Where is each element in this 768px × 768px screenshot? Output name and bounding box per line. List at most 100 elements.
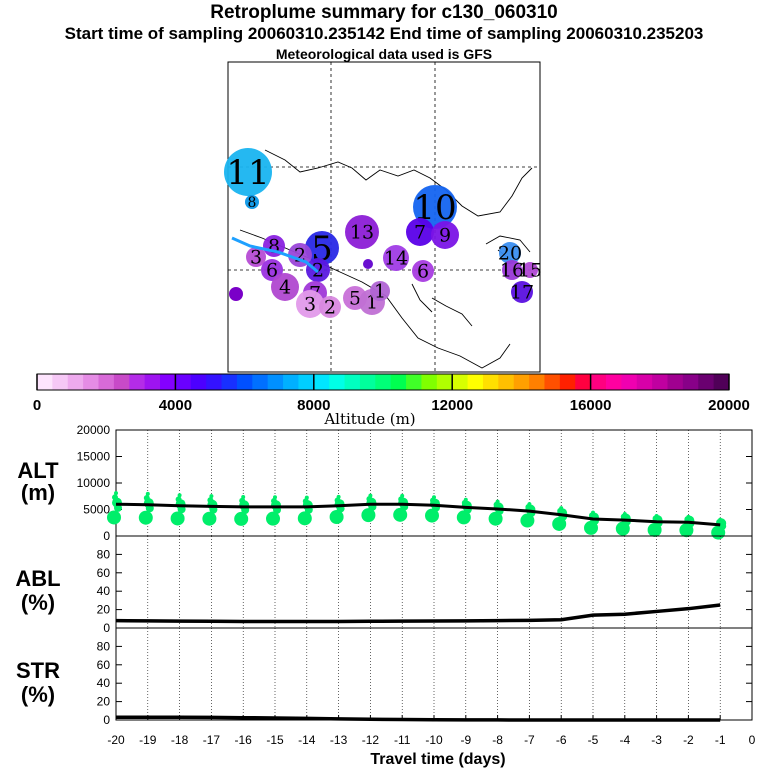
altitude-marker xyxy=(302,498,309,505)
colorbar-swatch xyxy=(83,374,100,390)
map-bubble-label: 6 xyxy=(417,261,429,283)
colorbar-swatch xyxy=(129,374,146,390)
colorbar-swatch xyxy=(575,374,592,390)
x-tick-label: -1 xyxy=(715,733,726,747)
x-tick-label: -20 xyxy=(107,733,125,747)
colorbar-swatch xyxy=(621,374,638,390)
colorbar-swatch xyxy=(436,374,453,390)
colorbar-swatch xyxy=(406,374,422,390)
colorbar-swatch xyxy=(682,374,699,390)
colorbar-swatch xyxy=(375,374,392,390)
map-bubble-label: 8 xyxy=(268,236,280,258)
colorbar-swatch xyxy=(52,374,69,390)
colorbar-swatch xyxy=(344,374,361,390)
colorbar-swatch xyxy=(713,374,730,390)
colorbar-swatch xyxy=(283,374,299,390)
panel-ylabel-unit: (%) xyxy=(21,682,55,707)
x-tick-label: -12 xyxy=(362,733,380,747)
altitude-marker xyxy=(234,511,249,526)
colorbar-tick-label: 4000 xyxy=(159,397,192,414)
altitude-marker xyxy=(273,495,277,500)
colorbar-swatch xyxy=(160,374,176,390)
colorbar-swatch xyxy=(498,374,515,390)
map-bubble-label: 17 xyxy=(510,282,534,304)
altitude-marker xyxy=(400,493,405,498)
altitude-marker xyxy=(425,508,439,523)
map-bubble-label: 14 xyxy=(384,248,408,270)
altitude-marker xyxy=(175,496,182,503)
map-bubble xyxy=(319,296,341,318)
panel-ylabel: ALT xyxy=(17,458,59,483)
colorbar-swatch xyxy=(421,374,438,390)
map-bubble-label: 2 xyxy=(294,245,306,267)
colorbar-swatch xyxy=(206,374,223,390)
altitude-marker xyxy=(297,511,312,526)
map-bubble xyxy=(413,185,457,229)
map-bubble-label: 3 xyxy=(250,247,262,269)
colorbar-tick-label: 8000 xyxy=(297,397,330,414)
colorbar-swatch xyxy=(698,374,715,390)
y-tick-label: 20000 xyxy=(77,423,111,437)
y-tick-label: 0 xyxy=(103,713,110,727)
map-panel: 118107913514628362473251120161517 xyxy=(224,61,542,373)
map-bubble xyxy=(306,258,330,282)
x-tick-label: -8 xyxy=(492,733,503,747)
altitude-marker xyxy=(336,494,341,499)
y-tick-label: 80 xyxy=(97,639,111,653)
colorbar-swatch xyxy=(667,374,684,390)
x-tick-label: -7 xyxy=(524,733,535,747)
map-bubble xyxy=(363,259,373,269)
x-tick-label: -19 xyxy=(139,733,157,747)
colorbar-swatch xyxy=(605,374,622,390)
map-bubble-label: 1 xyxy=(374,281,386,303)
colorbar-swatch xyxy=(452,374,469,390)
altitude-marker xyxy=(527,502,532,507)
y-tick-label: 20 xyxy=(97,603,111,617)
colorbar-swatch xyxy=(144,374,161,390)
series-line-ALT xyxy=(115,502,721,527)
altitude-markers xyxy=(107,491,727,540)
colorbar-swatch xyxy=(359,374,376,390)
altitude-marker xyxy=(202,511,217,526)
map-bubble-label: 20 xyxy=(498,243,522,265)
map-bubble xyxy=(224,148,272,196)
colorbar-swatch xyxy=(390,374,407,390)
colorbar-swatch xyxy=(590,374,607,390)
map-bubble xyxy=(229,287,243,301)
altitude-colorbar: 0 4000 8000 12000 16000 20000 Altitude (m) xyxy=(33,373,750,428)
x-tick-label: -14 xyxy=(298,733,316,747)
colorbar-swatch xyxy=(298,374,315,390)
trajectory-line xyxy=(231,236,319,274)
map-bubble xyxy=(305,231,339,265)
altitude-marker xyxy=(622,512,627,517)
altitude-marker xyxy=(209,494,214,499)
map-frame xyxy=(227,61,541,373)
altitude-marker xyxy=(239,497,246,504)
colorbar-title: Altitude (m) xyxy=(323,410,415,428)
map-bubble xyxy=(502,260,522,280)
y-tick-label: 60 xyxy=(97,658,111,672)
altitude-marker xyxy=(207,497,214,504)
map-bubble xyxy=(271,273,299,301)
x-tick-label: -15 xyxy=(266,733,284,747)
altitude-marker xyxy=(368,493,373,498)
series-line-STR xyxy=(116,715,721,722)
map-bubbles: 118107913514628362473251120161517 xyxy=(224,148,542,319)
panel-ylabel-unit: (%) xyxy=(21,590,55,615)
map-bubble xyxy=(412,260,434,282)
altitude-marker xyxy=(334,497,341,504)
colorbar-swatch xyxy=(652,374,668,390)
y-tick-label: 80 xyxy=(97,547,111,561)
altitude-marker xyxy=(654,513,659,518)
x-tick-label: -4 xyxy=(619,733,630,747)
colorbar-swatch xyxy=(267,374,284,390)
altitude-marker xyxy=(559,506,564,511)
altitude-marker xyxy=(145,491,150,496)
map-bubble xyxy=(345,215,379,249)
altitude-marker xyxy=(488,511,503,526)
panel-ylabel: ABL xyxy=(15,566,60,591)
map-bubble xyxy=(246,247,266,267)
altitude-marker xyxy=(361,508,376,523)
altitude-marker xyxy=(456,510,471,525)
